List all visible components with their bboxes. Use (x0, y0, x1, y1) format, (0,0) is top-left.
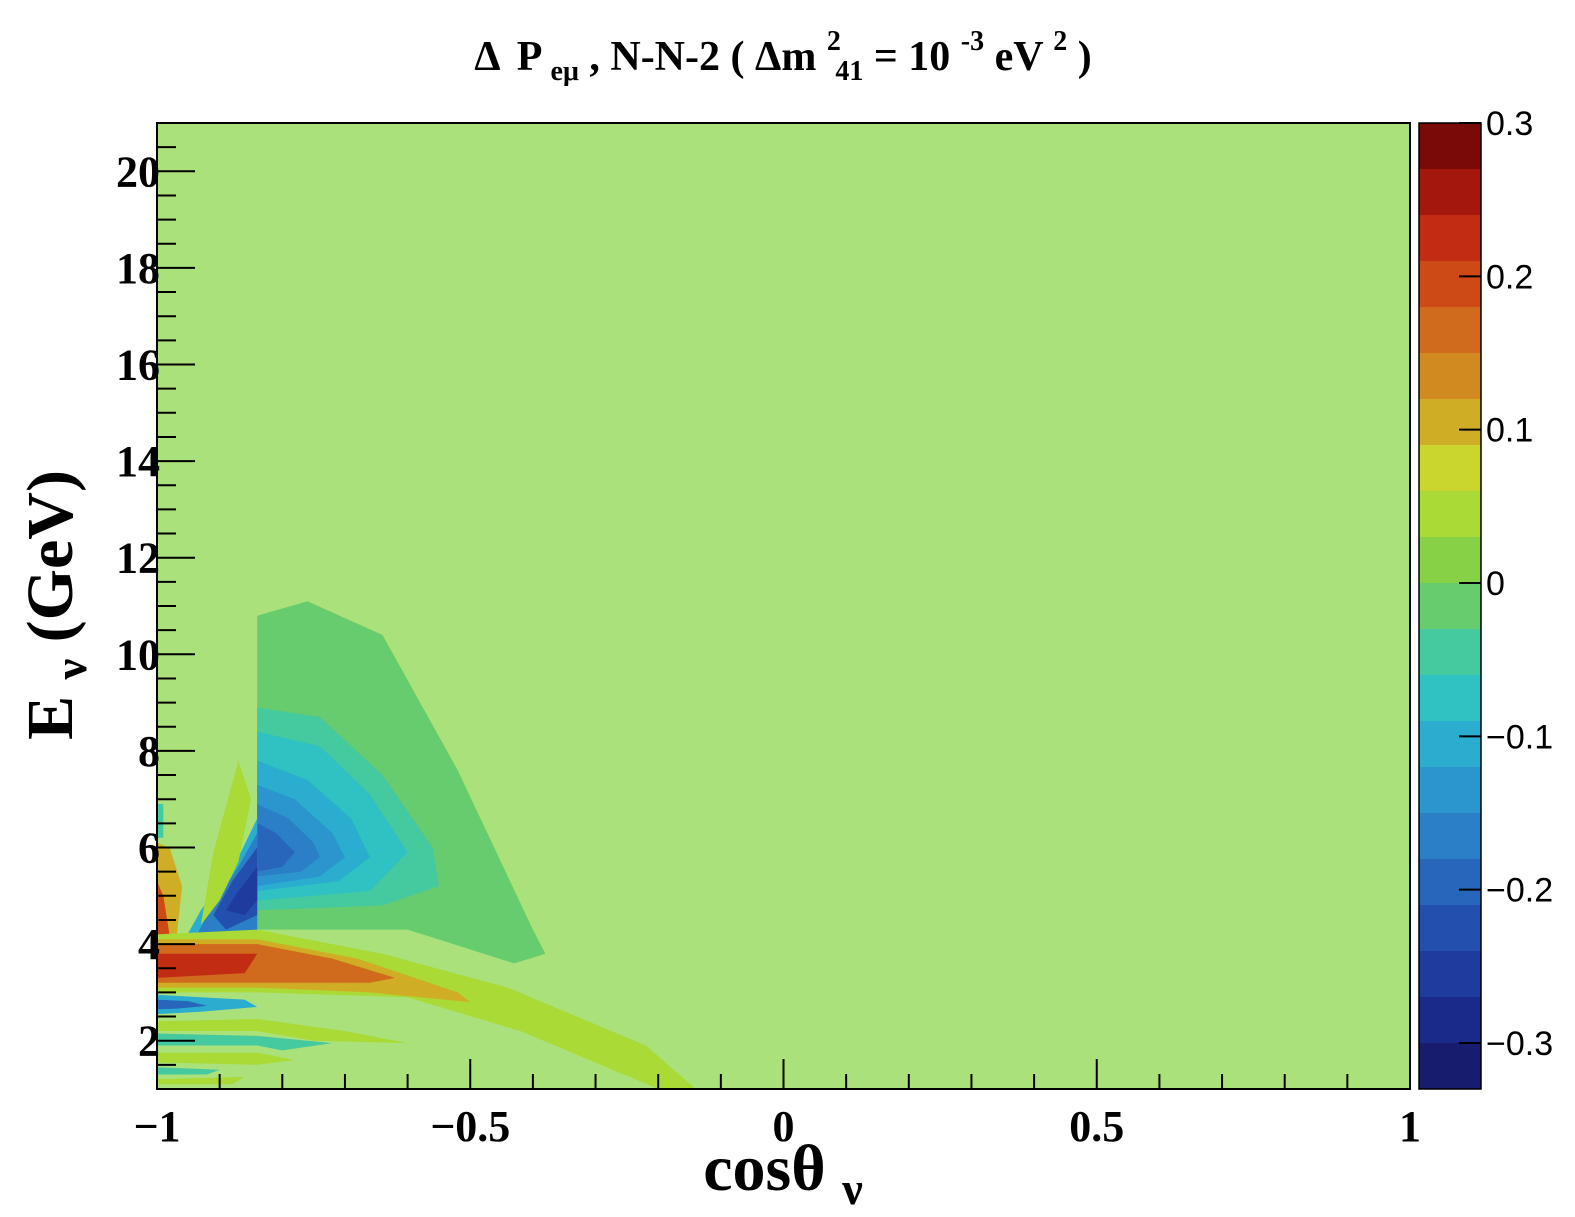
contour-region-lower-negative-band-inner (157, 999, 208, 1010)
y-tick-label: 16 (116, 341, 160, 390)
colorbar-band (1419, 905, 1481, 951)
colorbar-band (1419, 813, 1481, 859)
colorbar-band (1419, 261, 1481, 307)
colorbar-band (1419, 859, 1481, 905)
colorbar-tick-label: 0 (1486, 565, 1505, 603)
colorbar-band (1419, 721, 1481, 767)
y-tick-label: 2 (138, 1017, 160, 1066)
x-tick-label: −0.5 (430, 1102, 510, 1151)
contour-region-lower-negative-band (157, 994, 258, 1015)
colorbar-band (1419, 123, 1481, 169)
colorbar-tick-label: −0.2 (1486, 872, 1553, 910)
y-axis-title-sub: ν (45, 659, 96, 681)
title-mid: , N-N-2 ( (589, 34, 744, 80)
colorbar-band (1419, 675, 1481, 721)
y-tick-label: 8 (138, 727, 160, 776)
colorbar-tick-label: 0.3 (1486, 105, 1533, 143)
colorbar-tick-label: −0.3 (1486, 1025, 1553, 1063)
contour-region-left-negative-core (225, 866, 258, 916)
colorbar-band (1419, 491, 1481, 537)
title-dm-sup: 2 (827, 26, 841, 57)
contour-region-lower-positive-stripe-3 (157, 1076, 245, 1085)
colorbar-tick-label: −0.1 (1486, 718, 1553, 756)
x-axis-title-main: cosθ (703, 1132, 825, 1205)
title-unit: eV (995, 34, 1044, 80)
y-tick-label: 6 (138, 824, 160, 873)
title-delta: Δ (474, 34, 500, 80)
colorbar-band (1419, 399, 1481, 445)
y-tick-label: 10 (116, 630, 160, 679)
colorbar-band (1419, 307, 1481, 353)
title-exp: -3 (961, 26, 984, 57)
contour-region-left-edge-negative-strip (157, 804, 164, 838)
colorbar-tick-label: 0.1 (1486, 412, 1533, 450)
y-tick-label: 4 (138, 920, 160, 969)
y-tick-label: 20 (116, 147, 160, 196)
plot-background (157, 123, 1410, 1089)
contour-region-lower-positive-stripe-1 (157, 1019, 408, 1044)
title-unit-sup: 2 (1053, 26, 1067, 57)
colorbar-band (1419, 951, 1481, 997)
colorbar-band (1419, 583, 1481, 629)
y-axis-title: E ν (GeV) (14, 470, 101, 740)
colorbar-band (1419, 353, 1481, 399)
contour-region-lower-negative-stripe-1 (157, 1033, 333, 1051)
colorbar-band (1419, 215, 1481, 261)
contour-region-negative-lobe-7 (257, 823, 295, 872)
x-axis-title-sub: ν (841, 1163, 863, 1214)
title-close: ) (1078, 34, 1092, 80)
contour-region-positive-band-core (157, 953, 258, 978)
x-tick-label: −1 (133, 1102, 180, 1151)
colorbar-band (1419, 767, 1481, 813)
colorbar-frame (1418, 122, 1482, 1090)
colorbar-band (1419, 1043, 1481, 1089)
colorbar-band (1419, 445, 1481, 491)
colorbar-tick-label: 0.2 (1486, 258, 1533, 296)
colorbar-band (1419, 629, 1481, 675)
title-dm: Δm (755, 34, 816, 80)
contour-region-lower-negative-stripe-2 (157, 1067, 220, 1075)
contour-region-upper-left-positive (200, 760, 251, 925)
title-eq: = 10 (874, 34, 950, 80)
x-tick-label: 0 (773, 1102, 795, 1151)
y-axis-title-main: E (14, 696, 87, 740)
colorbar-band (1419, 169, 1481, 215)
y-tick-label: 18 (116, 244, 160, 293)
x-tick-label: 0.5 (1069, 1102, 1124, 1151)
colorbar: −0.3 −0.2 −0.1 0 0.1 0.2 0.3 (1418, 105, 1553, 1090)
x-axis-title: cosθ ν (703, 1132, 863, 1214)
colorbar-band (1419, 537, 1481, 583)
title-dm-sub: 41 (835, 56, 863, 87)
colorbar-band (1419, 997, 1481, 1043)
y-tick-label: 14 (116, 437, 160, 486)
chart-title: Δ P eμ , N-N-2 ( Δm 2 41 = 10 -3 eV 2 ) (474, 14, 1092, 90)
title-p: P (517, 34, 542, 80)
title-p-sub: eμ (551, 56, 579, 87)
y-axis-title-rest: (GeV) (14, 470, 87, 642)
x-tick-label: 1 (1399, 1102, 1421, 1151)
contour-region-lower-positive-stripe-2 (157, 1052, 295, 1065)
y-tick-label: 12 (116, 534, 160, 583)
